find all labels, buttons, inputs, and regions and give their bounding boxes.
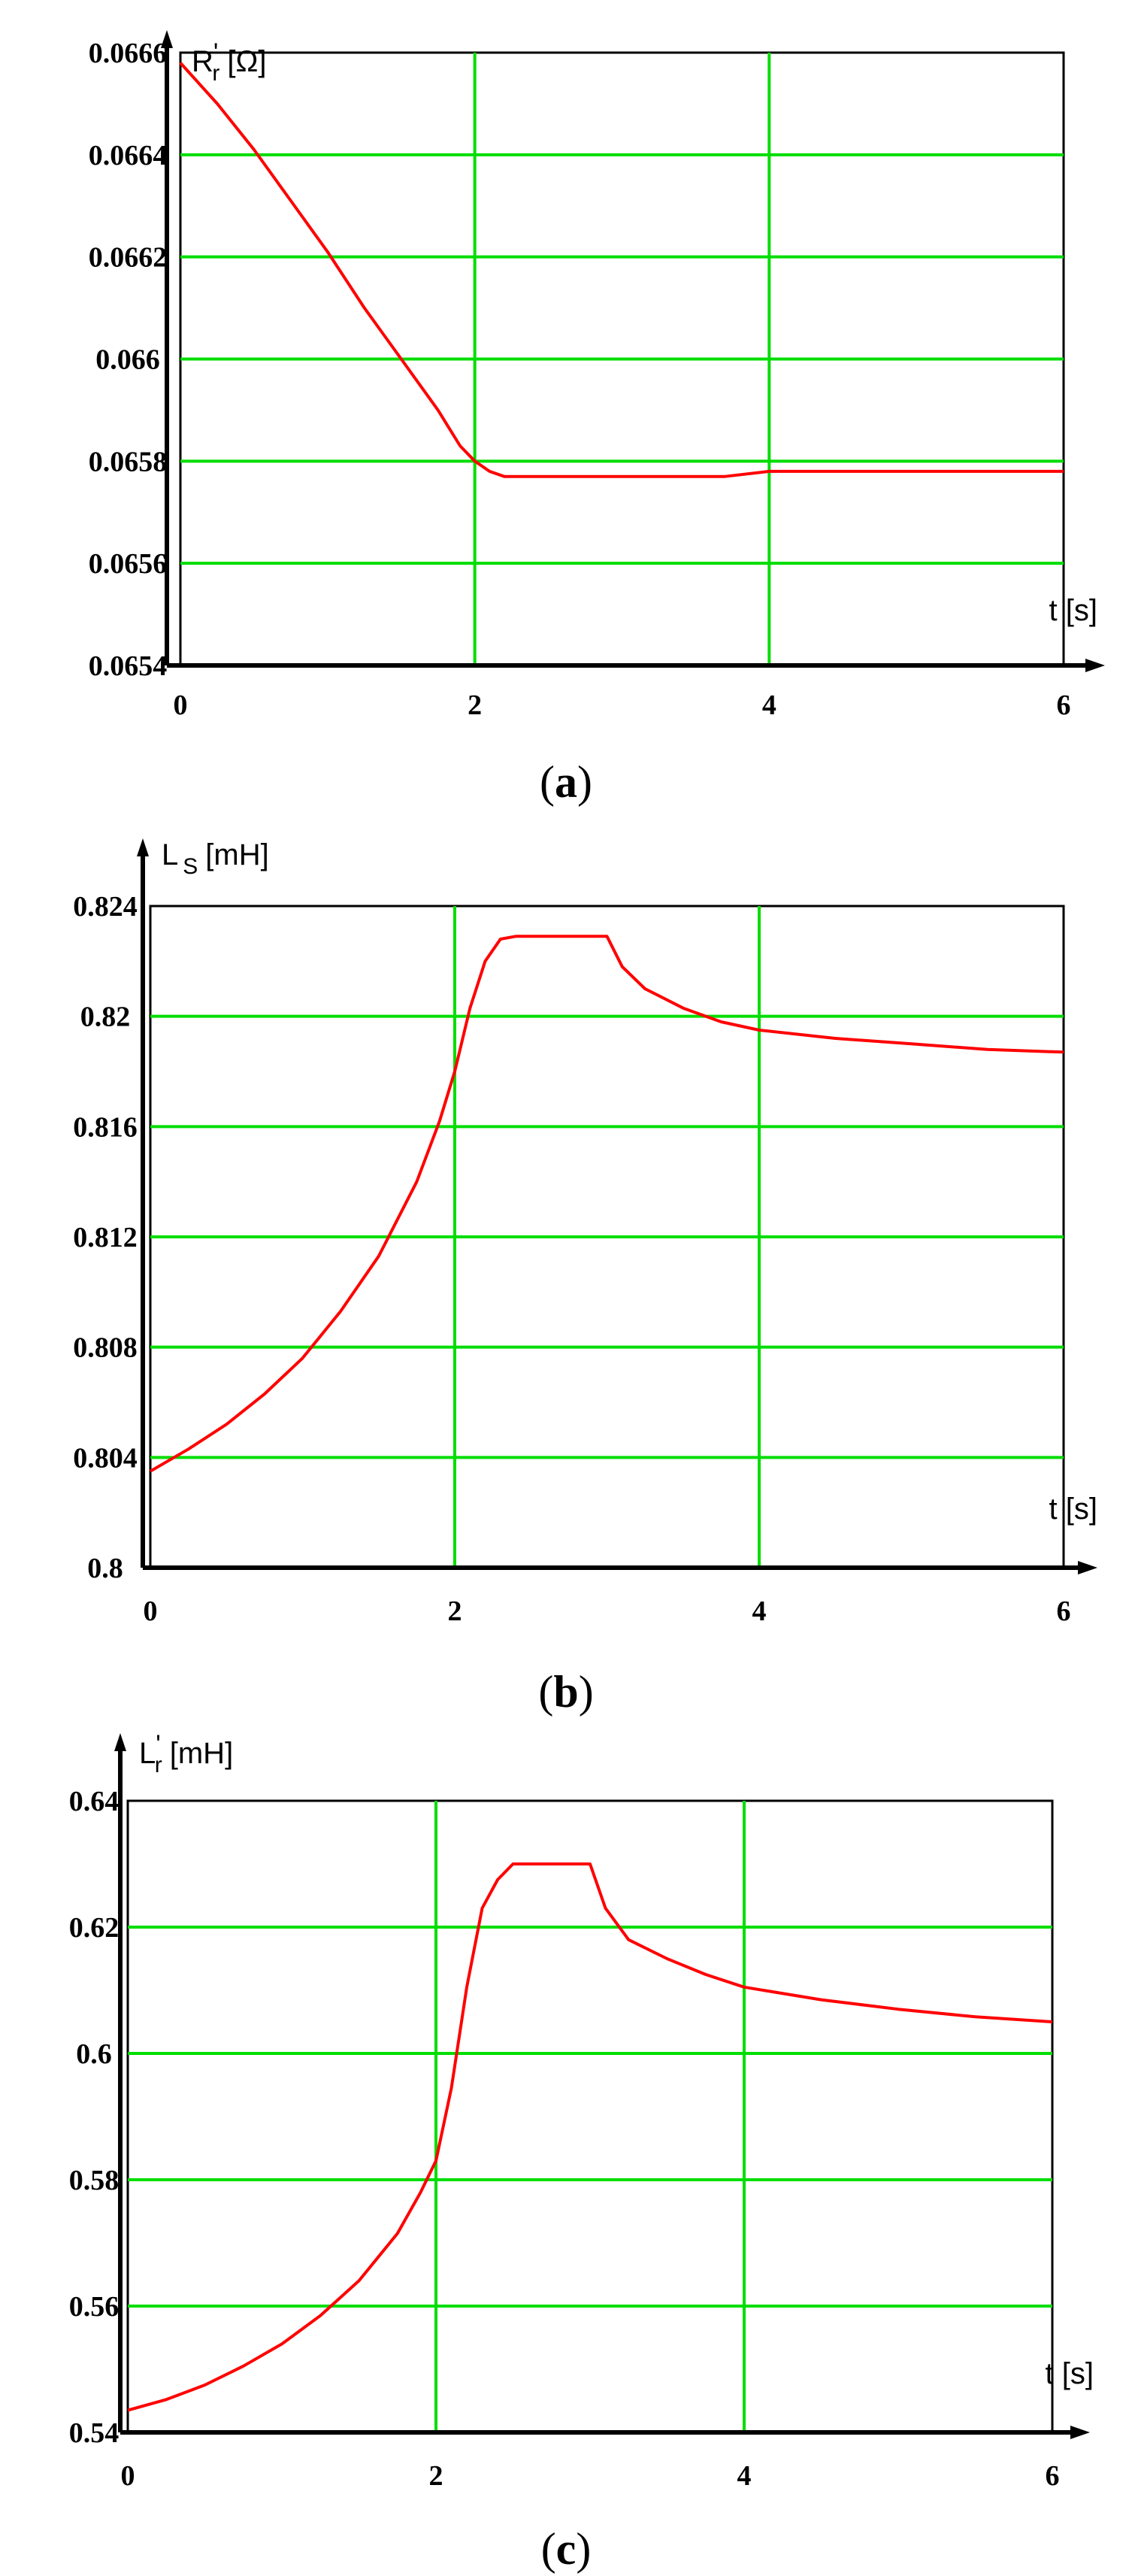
y-tick-label: 0.62 <box>69 1912 120 1944</box>
y-axis-arrow <box>137 838 149 856</box>
caption-letter: b <box>553 1667 578 1717</box>
x-tick-label: 6 <box>1057 689 1071 721</box>
y-tick-label: 0.824 <box>73 891 138 923</box>
x-axis-label: t [s] <box>1049 594 1097 627</box>
y-tick-label: 0.0662 <box>89 242 168 274</box>
y-tick-label: 0.8 <box>87 1553 123 1584</box>
y-tick-label: 0.54 <box>69 2417 120 2449</box>
caption-open-paren: ( <box>541 2524 556 2574</box>
caption-close-paren: ) <box>576 2524 591 2574</box>
y-tick-label: 0.0656 <box>89 548 168 580</box>
y-tick-label: 0.804 <box>73 1442 138 1474</box>
caption-open-paren: ( <box>540 757 555 807</box>
y-label-subscript: S <box>183 854 198 879</box>
x-tick-label: 0 <box>121 2460 135 2492</box>
y-axis-arrow <box>114 1733 126 1751</box>
y-tick-label: 0.0654 <box>89 650 168 682</box>
x-tick-label: 0 <box>144 1596 158 1627</box>
y-tick-label: 0.066 <box>95 344 160 376</box>
caption-letter: a <box>555 757 577 807</box>
caption-letter: c <box>556 2524 577 2574</box>
y-tick-label: 0.0666 <box>89 38 168 69</box>
y-label-prime: ' <box>156 1730 161 1759</box>
y-axis-label: R' r [Ω] <box>192 38 267 86</box>
x-axis-label: t [s] <box>1046 2357 1094 2390</box>
caption-open-paren: ( <box>538 1667 553 1717</box>
y-tick-label: 0.64 <box>69 1786 120 1817</box>
y-label-unit: [Ω] <box>227 45 266 78</box>
charts-root: 0.0654 0.0656 0.0658 0.066 0.0662 0.0664 0.066… <box>69 30 1105 2574</box>
y-label-unit: [mH] <box>170 1737 233 1770</box>
x-axis-arrow <box>1070 2426 1090 2439</box>
caption-close-paren: ) <box>577 757 592 807</box>
y-label-subscript: r <box>155 1753 162 1777</box>
y-tick-label: 0.0658 <box>89 446 168 477</box>
x-tick-label: 4 <box>762 689 776 721</box>
subfigure-caption: (b) <box>538 1667 593 1717</box>
y-tick-label: 0.82 <box>80 1002 131 1033</box>
x-tick-label: 2 <box>468 689 482 721</box>
series-line <box>149 935 1064 1473</box>
subfigure-caption: (a) <box>540 757 592 807</box>
chart-a: 0.0654 0.0656 0.0658 0.066 0.0662 0.0664 0.066… <box>89 30 1105 807</box>
y-tick-label: 0.812 <box>73 1222 138 1253</box>
x-tick-label: 4 <box>752 1596 767 1627</box>
x-tick-label: 2 <box>448 1596 462 1627</box>
plot-frame <box>126 1799 1054 2434</box>
y-axis-label: L' r [mH] <box>139 1730 233 1777</box>
y-axis-label: L S [mH] <box>162 838 269 879</box>
y-label-symbol: L <box>162 838 178 871</box>
y-tick-label: 0.6 <box>76 2038 112 2070</box>
y-tick-label: 0.816 <box>73 1111 138 1143</box>
y-tick-label: 0.0664 <box>89 140 168 171</box>
y-label-symbol: L <box>139 1737 156 1770</box>
y-axis-arrow <box>161 30 173 48</box>
y-tick-label: 0.808 <box>73 1332 138 1364</box>
y-label-symbol: R <box>192 45 213 78</box>
x-axis-arrow <box>1078 1561 1097 1574</box>
chart-b: 0.8 0.804 0.808 0.812 0.816 0.82 0.824 0 2 4 6 t [s… <box>73 838 1097 1717</box>
series-line <box>127 1862 1053 2412</box>
y-label-prime: ' <box>213 38 219 67</box>
x-tick-label: 6 <box>1046 2460 1060 2492</box>
y-tick-label: 0.56 <box>69 2291 120 2323</box>
y-label-subscript: r <box>212 61 219 86</box>
x-tick-label: 2 <box>429 2460 443 2492</box>
series-line <box>179 62 1064 478</box>
chart-c: 0.54 0.56 0.58 0.6 0.62 0.64 0 2 4 6 t [s] L' r [mH] (… <box>69 1730 1094 2574</box>
x-tick-label: 0 <box>174 689 188 721</box>
subfigure-caption: (c) <box>541 2524 592 2574</box>
y-tick-label: 0.58 <box>69 2165 120 2196</box>
x-axis-arrow <box>1085 659 1105 672</box>
x-tick-label: 6 <box>1057 1596 1071 1627</box>
x-axis-label: t [s] <box>1049 1493 1097 1526</box>
caption-close-paren: ) <box>579 1667 594 1717</box>
x-tick-label: 4 <box>737 2460 752 2492</box>
y-label-unit: [mH] <box>205 838 268 871</box>
